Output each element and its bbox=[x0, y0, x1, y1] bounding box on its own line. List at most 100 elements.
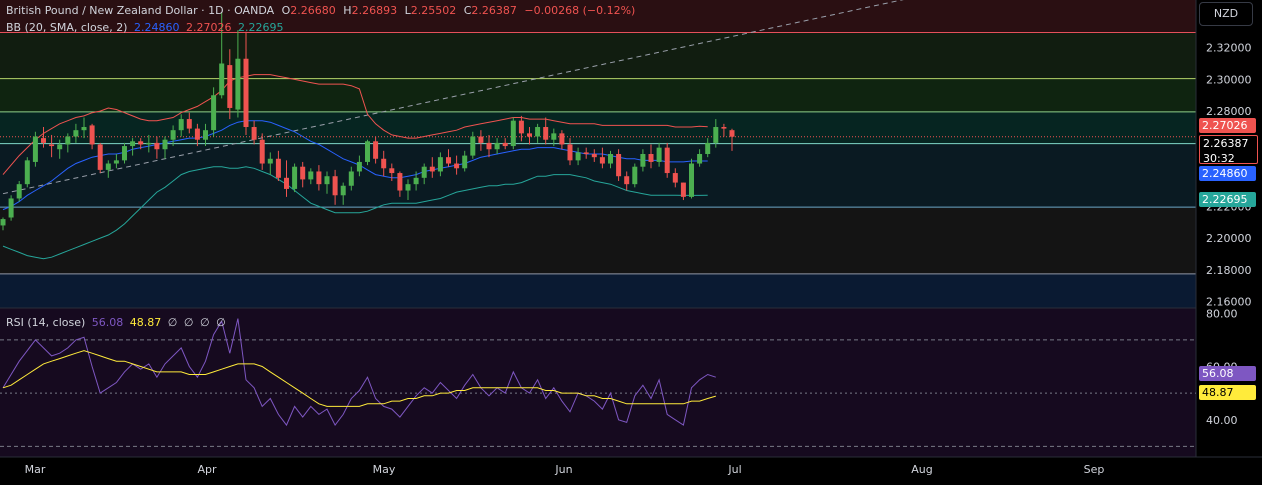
candle bbox=[130, 141, 136, 147]
ohlc-change: −0.00268 (−0.12%) bbox=[524, 4, 636, 17]
candle bbox=[381, 158, 387, 169]
time-axis-tick-label: Mar bbox=[25, 463, 46, 476]
symbol-title: British Pound / New Zealand Dollar · 1D … bbox=[6, 4, 275, 17]
candle bbox=[648, 154, 654, 162]
candle bbox=[243, 58, 249, 128]
candle bbox=[640, 154, 646, 167]
rsi-ma-value: 48.87 bbox=[129, 316, 162, 329]
candle bbox=[122, 146, 127, 161]
price-tag-bb-upper: 2.27026 bbox=[1199, 118, 1256, 133]
candle bbox=[583, 152, 589, 154]
last-price: 2.26387 bbox=[1203, 137, 1249, 150]
candle bbox=[729, 130, 735, 137]
candle bbox=[8, 198, 14, 218]
candle bbox=[267, 158, 273, 164]
candle bbox=[57, 144, 63, 150]
rsi-ma-line bbox=[2, 350, 716, 407]
candle bbox=[259, 139, 265, 164]
price-axis-tick-label: 2.18000 bbox=[1206, 264, 1252, 277]
time-axis-tick-label: Jun bbox=[554, 463, 572, 476]
candle bbox=[664, 147, 670, 174]
time-axis-tick-label: Aug bbox=[911, 463, 932, 476]
currency-button[interactable]: NZD bbox=[1199, 2, 1253, 26]
bar-countdown: 30:32 bbox=[1203, 152, 1235, 165]
bb-lower-value: 2.22695 bbox=[237, 21, 284, 34]
candle bbox=[486, 142, 492, 150]
candle bbox=[41, 138, 46, 143]
candle bbox=[421, 166, 427, 178]
zone-band bbox=[0, 32, 1196, 79]
rsi-value: 56.08 bbox=[91, 316, 124, 329]
candle bbox=[446, 157, 451, 164]
candle bbox=[518, 120, 524, 134]
bb-upper-line bbox=[2, 74, 708, 175]
rsi-line bbox=[2, 318, 716, 427]
ohlc-close-label: C bbox=[463, 4, 472, 17]
candle bbox=[373, 141, 379, 159]
rsi-ma-tag: 48.87 bbox=[1199, 385, 1256, 400]
candle bbox=[113, 160, 119, 164]
chart-legend-header: British Pound / New Zealand Dollar · 1D … bbox=[6, 4, 635, 18]
candle bbox=[470, 136, 476, 156]
candle bbox=[599, 157, 605, 164]
candle bbox=[227, 65, 233, 108]
candle bbox=[567, 144, 573, 161]
candle bbox=[292, 166, 298, 189]
candle bbox=[308, 171, 314, 180]
time-axis-tick-label: Jul bbox=[727, 463, 741, 476]
bb-legend[interactable]: BB (20, SMA, close, 2) 2.24860 2.27026 2… bbox=[6, 21, 283, 35]
candle bbox=[146, 142, 152, 145]
rsi-label: RSI (14, close) bbox=[6, 316, 86, 329]
zone-band bbox=[0, 0, 1196, 33]
candle bbox=[462, 155, 468, 169]
price-tag-bb-lower: 2.22695 bbox=[1199, 192, 1256, 207]
bb-label: BB (20, SMA, close, 2) bbox=[6, 21, 128, 34]
candle bbox=[502, 142, 508, 147]
candle bbox=[624, 176, 630, 185]
rsi-placeholder: ∅ bbox=[216, 316, 226, 329]
rsi-axis-tick-label: 80.00 bbox=[1206, 307, 1238, 320]
bb-upper-value: 2.27026 bbox=[185, 21, 232, 34]
price-axis-tick-label: 2.28000 bbox=[1206, 105, 1252, 118]
candle bbox=[632, 166, 638, 185]
candle bbox=[24, 160, 30, 185]
ohlc-high: 2.26893 bbox=[351, 4, 398, 17]
candle bbox=[389, 168, 395, 174]
candle bbox=[300, 166, 306, 180]
time-axis-tick-label: May bbox=[373, 463, 396, 476]
candle bbox=[551, 133, 557, 140]
candle bbox=[527, 133, 532, 137]
rsi-pane-background bbox=[0, 308, 1196, 457]
candle bbox=[429, 166, 435, 172]
candle bbox=[219, 63, 225, 96]
rsi-tag: 56.08 bbox=[1199, 366, 1256, 381]
candle bbox=[154, 142, 160, 150]
rsi-placeholder: ∅ bbox=[167, 316, 178, 329]
candle bbox=[656, 147, 662, 162]
candle bbox=[284, 177, 289, 189]
candle bbox=[32, 136, 38, 162]
candle bbox=[494, 142, 500, 150]
candle bbox=[616, 154, 622, 177]
candle bbox=[543, 127, 549, 140]
candle bbox=[437, 157, 443, 172]
bb-basis-value: 2.24860 bbox=[133, 21, 180, 34]
ohlc-low: 2.25502 bbox=[410, 4, 457, 17]
candle bbox=[721, 127, 727, 129]
bb-lower-line bbox=[2, 166, 708, 260]
rsi-legend[interactable]: RSI (14, close) 56.08 48.87 ∅ ∅ ∅ ∅ bbox=[6, 316, 226, 330]
candle bbox=[186, 119, 192, 129]
rsi-placeholder: ∅ bbox=[199, 316, 210, 329]
candle bbox=[65, 136, 71, 145]
candle bbox=[0, 219, 6, 226]
candle bbox=[16, 184, 22, 199]
candle bbox=[316, 171, 322, 185]
candle bbox=[348, 171, 354, 186]
candle bbox=[713, 127, 719, 143]
zone-band bbox=[0, 78, 1196, 112]
candle bbox=[138, 141, 144, 145]
candle bbox=[559, 133, 565, 145]
price-tag-last: 2.26387 30:32 bbox=[1199, 135, 1258, 165]
candle bbox=[235, 58, 241, 110]
